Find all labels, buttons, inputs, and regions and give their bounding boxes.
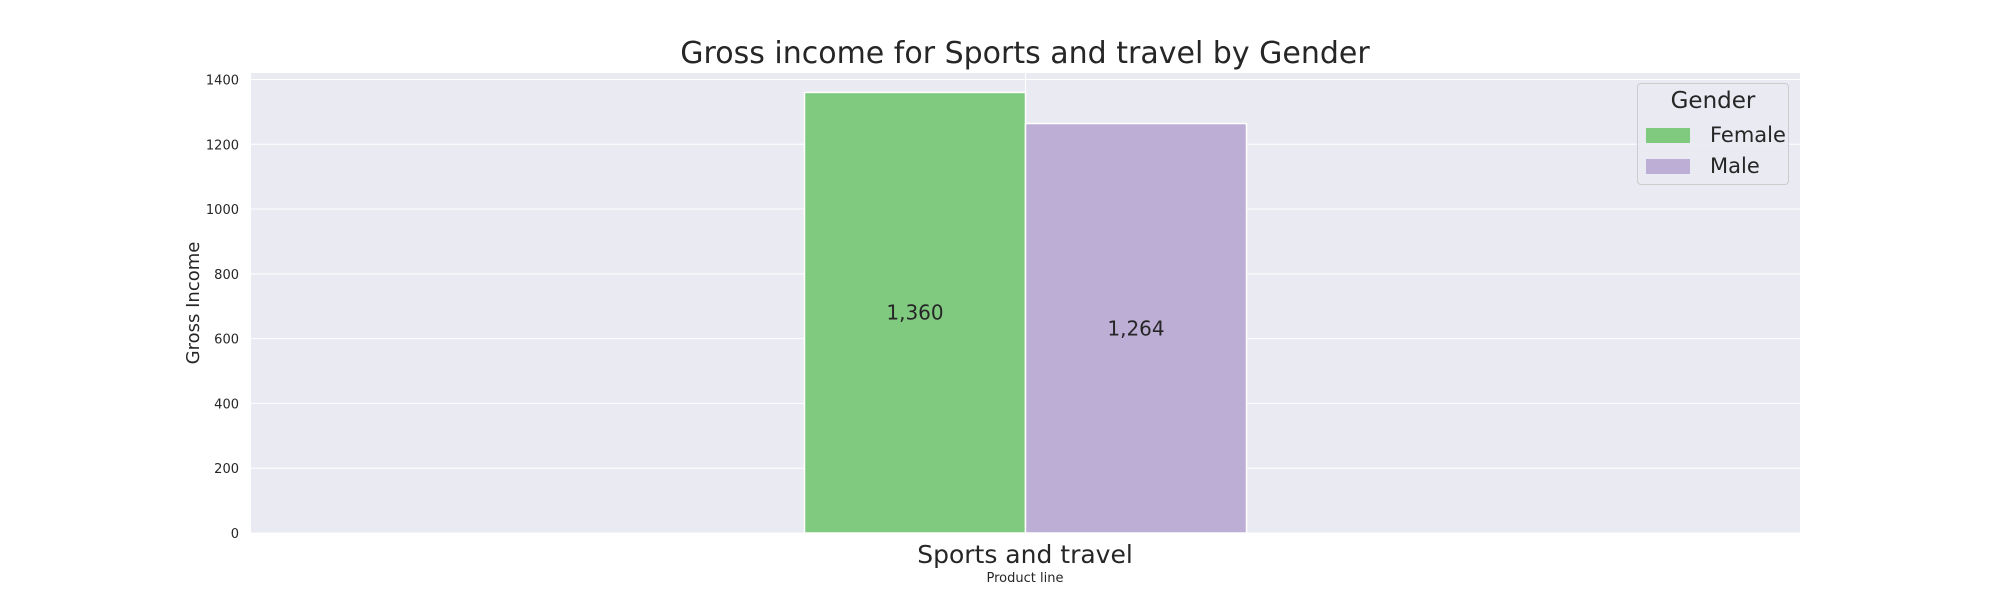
legend-title: Gender [1670, 88, 1756, 114]
x-category-label: Sports and travel [917, 540, 1133, 569]
legend-item-female: Female [1646, 123, 1786, 147]
y-tick-label: 1000 [206, 203, 239, 218]
data-label-male: 1,264 [1107, 316, 1164, 340]
y-tick-label: 0 [231, 527, 239, 542]
legend-label-male: Male [1710, 154, 1760, 178]
y-tick-label: 400 [214, 397, 239, 412]
legend-label-female: Female [1710, 123, 1786, 147]
y-tick-label: 200 [214, 462, 239, 477]
data-label-female: 1,360 [886, 301, 943, 325]
y-tick-label: 600 [214, 333, 239, 348]
legend-swatch-female [1646, 127, 1690, 143]
legend: Gender Female Male [1637, 83, 1789, 185]
bars [803, 91, 1248, 534]
bar-female [803, 91, 1027, 534]
data-labels: 1,360 1,264 [886, 301, 1164, 341]
legend-swatch-male [1646, 158, 1690, 174]
y-tick-label: 1400 [206, 73, 239, 88]
y-tick-label: 800 [214, 268, 239, 283]
x-axis-label: Product line [987, 571, 1064, 586]
legend-item-male: Male [1646, 154, 1760, 178]
y-tick-labels: 0 200 400 600 800 1000 1200 1400 [206, 73, 239, 542]
bar-male [1024, 122, 1248, 534]
y-tick-label: 1200 [206, 138, 239, 153]
chart-title: Gross income for Sports and travel by Ge… [680, 36, 1370, 71]
y-axis-label: Gross Income [183, 242, 204, 365]
